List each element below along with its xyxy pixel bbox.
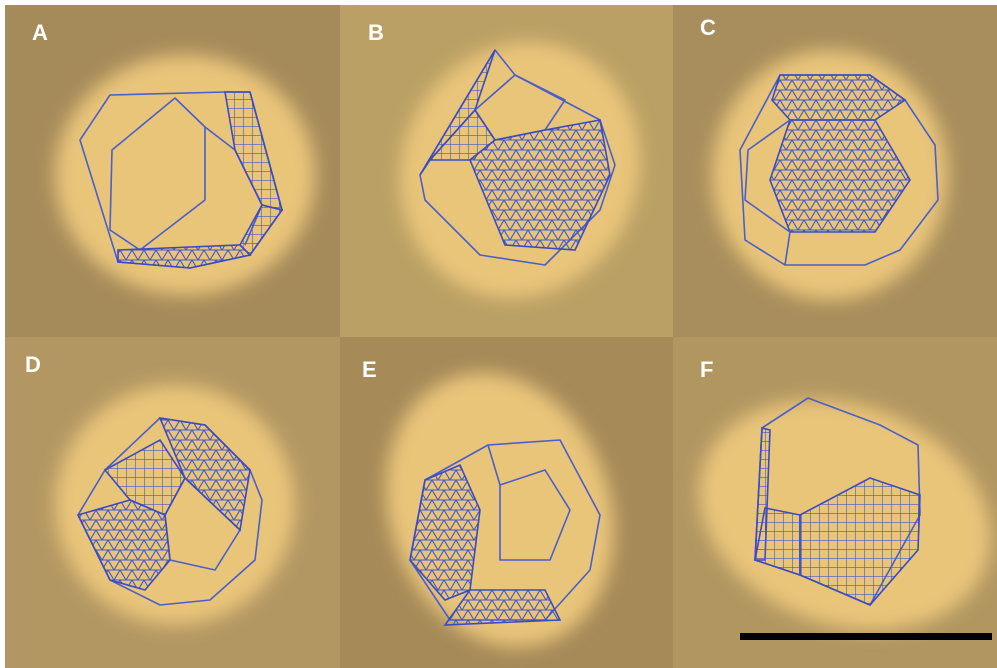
wireframe (409, 439, 601, 626)
wireframe (754, 397, 921, 606)
wireframe (419, 49, 616, 266)
wireframe (76, 416, 263, 606)
panel-label: A (32, 20, 48, 45)
wireframe (79, 91, 284, 269)
scale-bar (740, 633, 992, 640)
panel-label: B (368, 20, 384, 45)
panel-label: D (25, 352, 41, 377)
wireframe (739, 74, 939, 266)
panel-label: F (700, 357, 713, 382)
panel-label: C (700, 15, 716, 40)
panel-label: E (362, 357, 377, 382)
